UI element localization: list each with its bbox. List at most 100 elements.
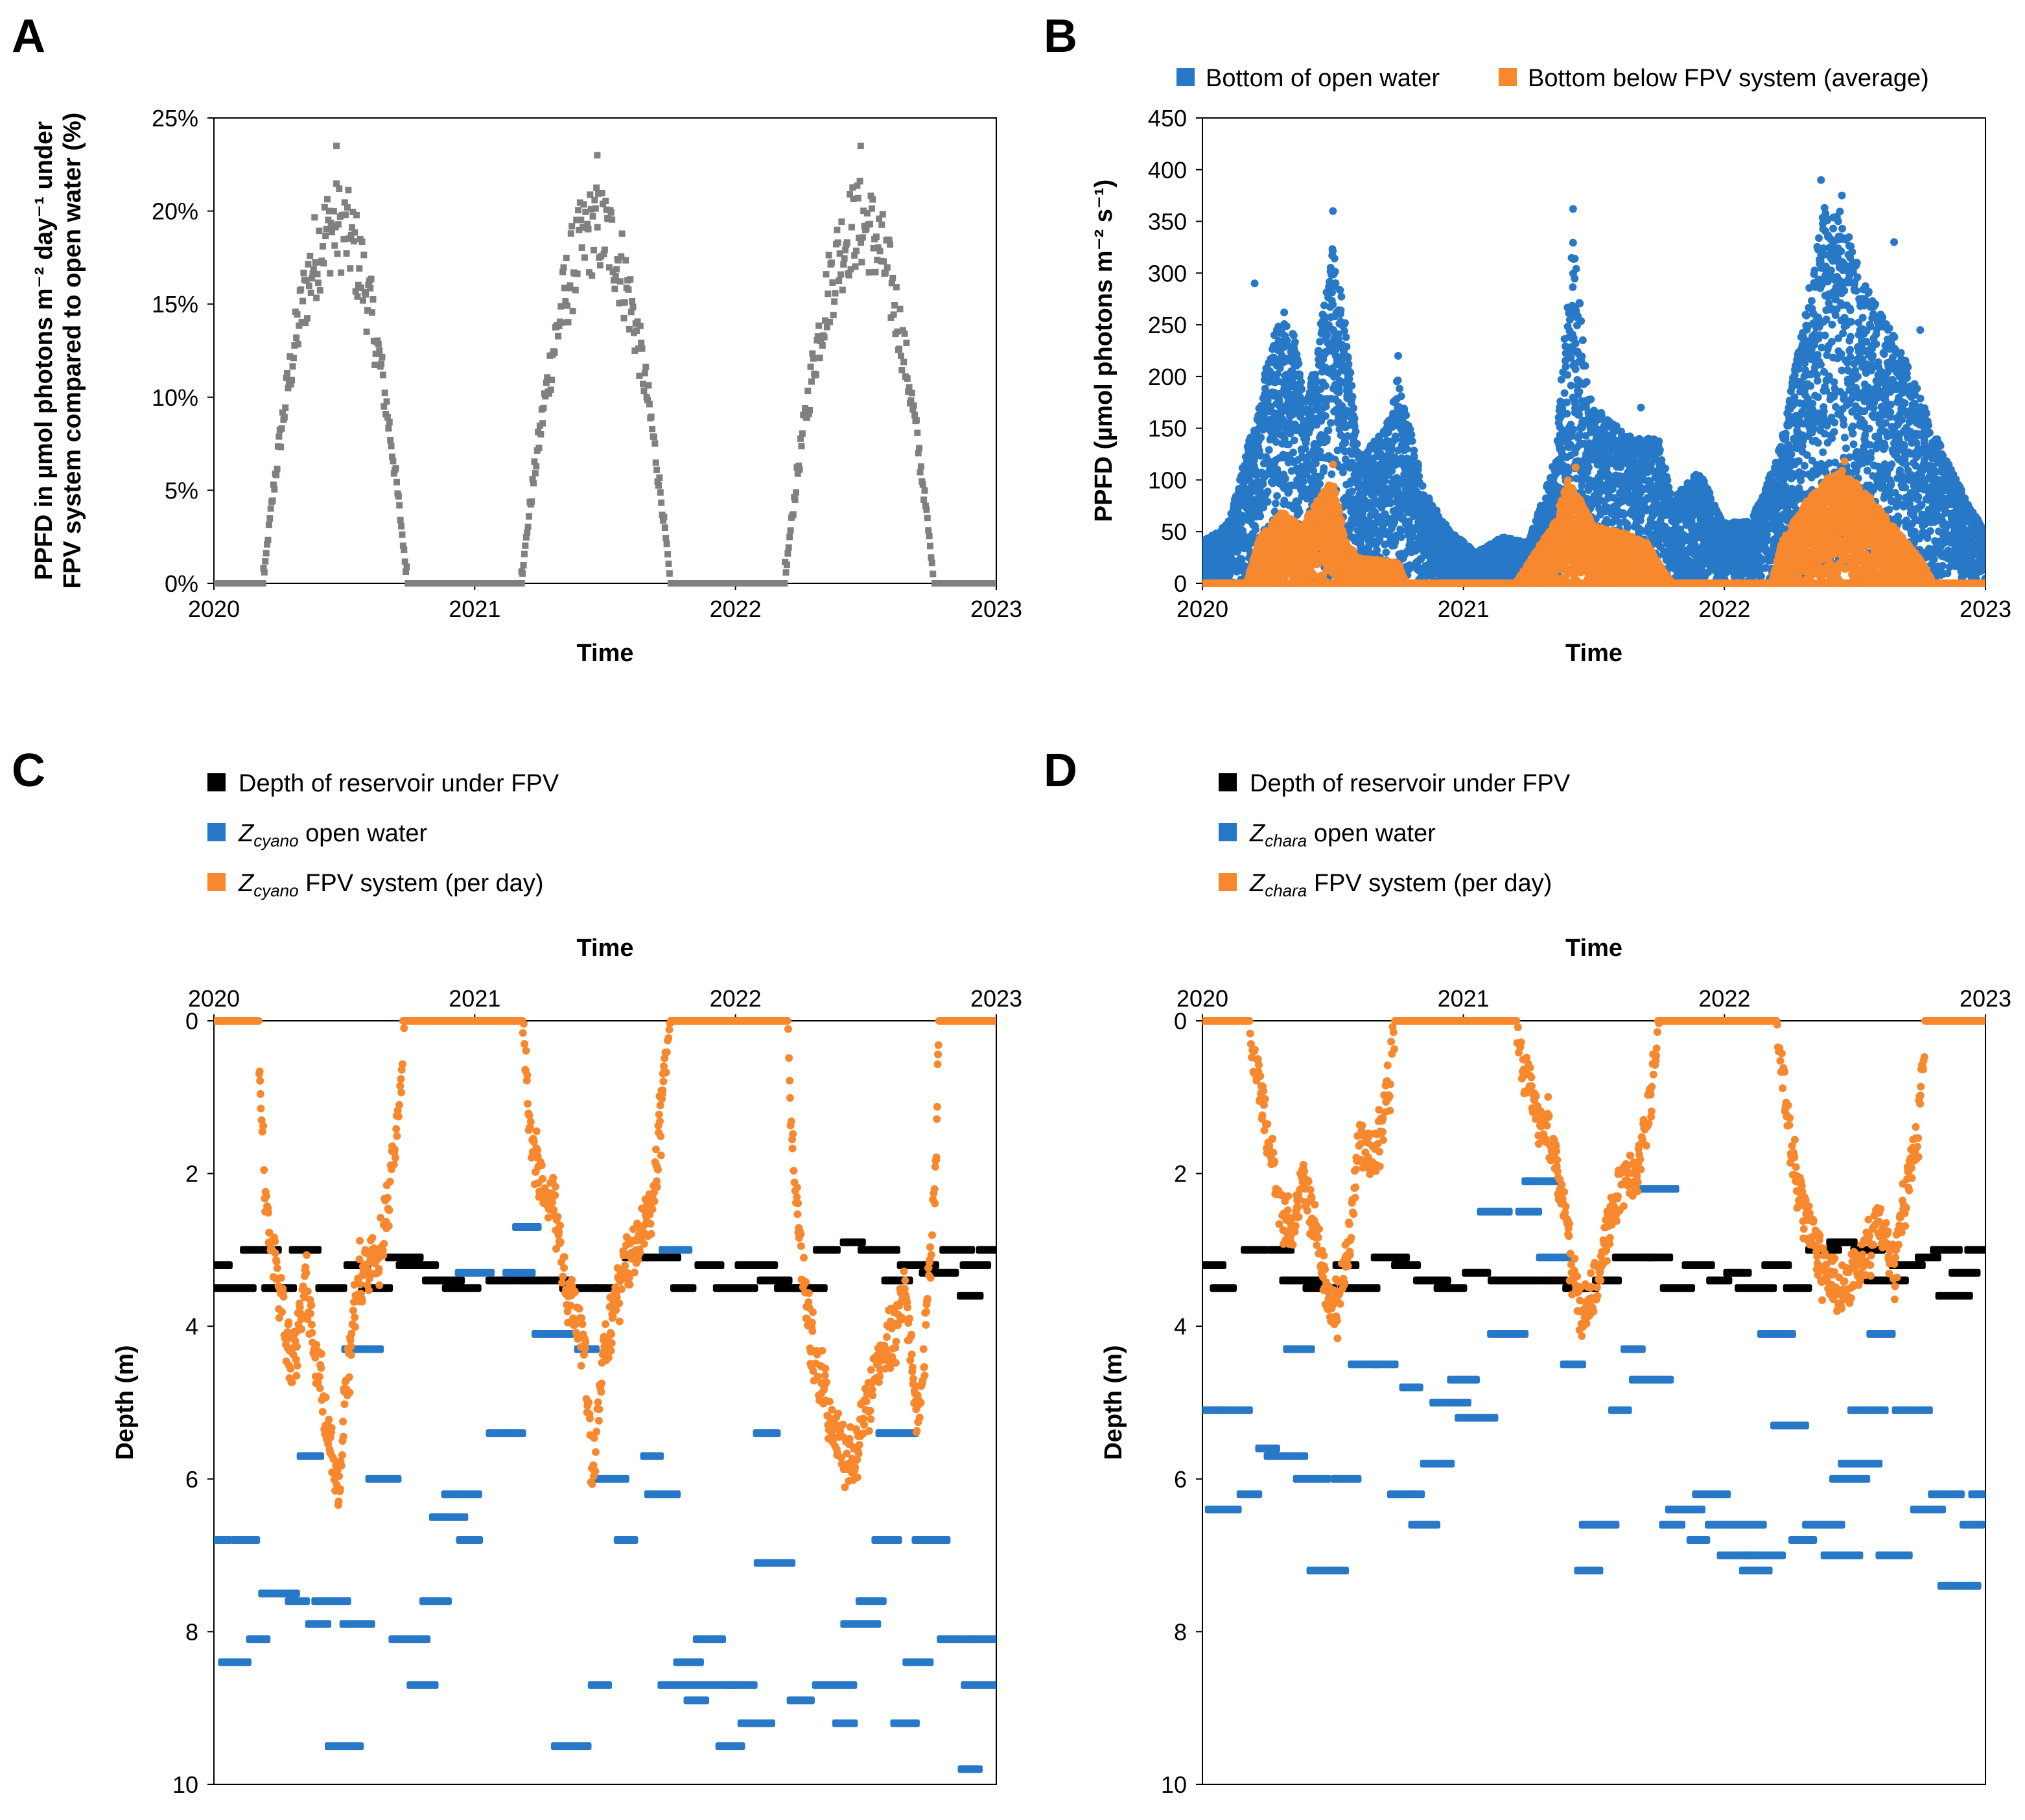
point xyxy=(784,550,791,557)
point xyxy=(581,254,588,261)
point xyxy=(1335,388,1343,397)
point xyxy=(1295,508,1304,516)
point xyxy=(321,204,328,211)
point xyxy=(1587,395,1595,404)
point xyxy=(836,277,843,285)
point xyxy=(903,339,910,346)
point xyxy=(281,414,288,421)
point xyxy=(1408,437,1416,445)
point xyxy=(836,250,843,257)
point xyxy=(283,374,290,381)
point xyxy=(380,403,388,410)
point xyxy=(388,453,395,460)
point xyxy=(1289,449,1297,457)
point xyxy=(891,302,898,309)
point xyxy=(785,544,792,551)
point xyxy=(369,296,377,303)
point xyxy=(1263,396,1272,404)
point xyxy=(602,198,609,205)
point xyxy=(899,327,906,334)
point xyxy=(1339,468,1347,476)
point xyxy=(279,409,287,416)
point xyxy=(887,241,894,248)
point xyxy=(260,565,267,572)
y-tick-label: 150 xyxy=(1148,415,1187,442)
x-tick-label: 2021 xyxy=(1438,596,1490,622)
point xyxy=(930,570,937,578)
point xyxy=(1336,286,1344,294)
point xyxy=(310,266,317,273)
point xyxy=(531,458,538,465)
point xyxy=(656,474,663,481)
x-tick-label: 2020 xyxy=(1176,596,1228,622)
point xyxy=(559,268,567,275)
point xyxy=(1350,404,1358,412)
point xyxy=(922,502,929,509)
point xyxy=(358,239,366,246)
point xyxy=(344,204,351,211)
point xyxy=(622,257,629,264)
point xyxy=(1276,390,1284,398)
point xyxy=(921,487,928,494)
point xyxy=(666,570,673,577)
point xyxy=(299,298,306,305)
point xyxy=(365,281,372,288)
point xyxy=(610,277,617,284)
point xyxy=(1563,398,1571,406)
point xyxy=(611,285,618,292)
point xyxy=(819,342,826,349)
point xyxy=(369,309,376,316)
panel-letter-a: A xyxy=(12,10,45,62)
point xyxy=(1251,526,1259,534)
point xyxy=(322,233,329,240)
point xyxy=(296,322,303,329)
point xyxy=(911,412,919,419)
point xyxy=(809,350,816,357)
y-tick-label: 25% xyxy=(152,105,198,132)
point xyxy=(1392,435,1400,443)
point xyxy=(1571,274,1579,283)
point xyxy=(524,529,531,536)
point xyxy=(854,194,861,202)
point xyxy=(856,235,863,242)
y-axis-title-line: PPFD in µmol photons m⁻² day⁻¹ under xyxy=(30,121,58,580)
point xyxy=(993,580,996,587)
point xyxy=(646,401,653,408)
point xyxy=(880,258,887,265)
point xyxy=(528,498,535,505)
point xyxy=(338,269,345,276)
point xyxy=(1223,560,1232,568)
point xyxy=(539,420,546,427)
point xyxy=(790,511,797,518)
point xyxy=(638,345,646,352)
point xyxy=(1352,427,1360,436)
point xyxy=(378,360,385,368)
point xyxy=(1298,385,1306,393)
point xyxy=(363,328,370,335)
point xyxy=(854,182,861,189)
point xyxy=(1273,492,1282,500)
point xyxy=(282,404,289,412)
point xyxy=(620,314,627,321)
point xyxy=(397,517,404,524)
point xyxy=(651,440,659,447)
point xyxy=(398,522,405,530)
point xyxy=(518,580,525,587)
point xyxy=(316,286,323,294)
point xyxy=(1282,322,1291,331)
point xyxy=(888,279,895,286)
point xyxy=(1342,333,1350,342)
point xyxy=(661,513,668,520)
point xyxy=(399,542,406,550)
point xyxy=(270,481,277,488)
point xyxy=(1248,534,1257,542)
point xyxy=(1285,440,1293,449)
point xyxy=(383,398,390,405)
point xyxy=(802,405,809,412)
point xyxy=(635,345,642,352)
point xyxy=(342,211,349,218)
point xyxy=(278,425,285,432)
point xyxy=(927,542,934,550)
point xyxy=(1323,331,1331,339)
point xyxy=(567,282,574,289)
